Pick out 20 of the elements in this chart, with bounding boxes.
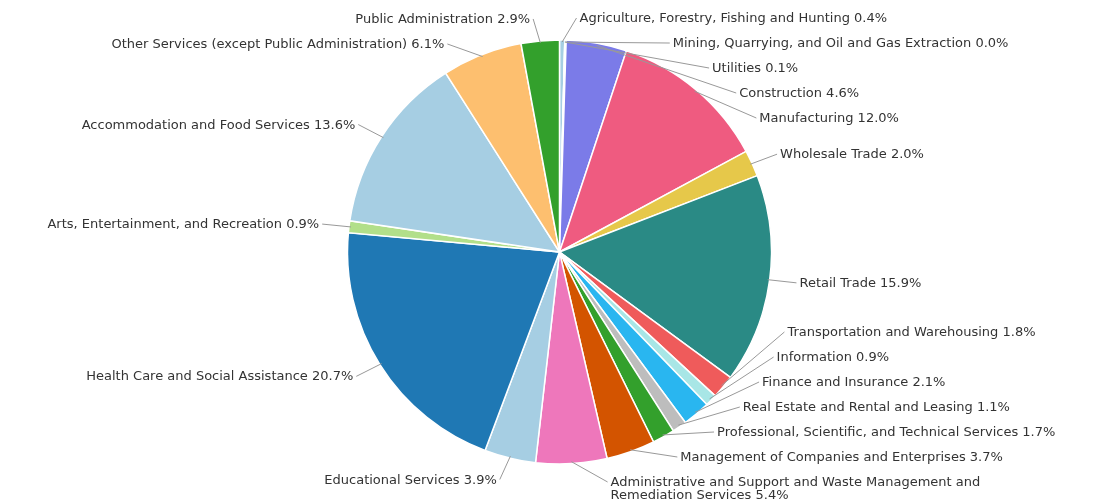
slice-label: Manufacturing 12.0% <box>759 110 899 126</box>
slice-label: Administrative and Support and Waste Management and Remediation Services 5.4% <box>610 474 981 502</box>
slice-label: Wholesale Trade 2.0% <box>780 146 924 162</box>
slice-label: Accommodation and Food Services 13.6% <box>81 116 356 132</box>
slice-label: Arts, Entertainment, and Recreation 0.9% <box>47 216 320 232</box>
slice-label: Construction 4.6% <box>739 85 860 101</box>
slice-label: Health Care and Social Assistance 20.7% <box>86 368 354 384</box>
slice-label: Real Estate and Rental and Leasing 1.1% <box>742 399 1010 414</box>
slice-label: Information 0.9% <box>776 349 890 364</box>
category-label: Mining, Quarrying, and Oil and Gas Extraction 0.0% <box>672 35 1009 51</box>
slice-label: Professional, Scientific, and Technical Services 1.7% <box>717 424 1056 439</box>
slice-label: Educational Services 3.9% <box>324 471 497 487</box>
slice-label: Transportation and Warehousing 1.8% <box>786 324 1036 339</box>
slice-label: Retail Trade 15.9% <box>799 274 922 290</box>
slice-label: Management of Companies and Enterprises 3.7% <box>680 449 1003 464</box>
slice-label: Public Administration 2.9% <box>355 10 531 26</box>
slice-label: Utilities 0.1% <box>712 60 799 76</box>
slice-label: Agriculture, Forestry, Fishing and Hunting 0.4% <box>579 10 888 26</box>
slice-label: Other Services (except Public Administration) 6.1% <box>111 35 445 51</box>
slice-label: Finance and Insurance 2.1% <box>762 374 946 389</box>
